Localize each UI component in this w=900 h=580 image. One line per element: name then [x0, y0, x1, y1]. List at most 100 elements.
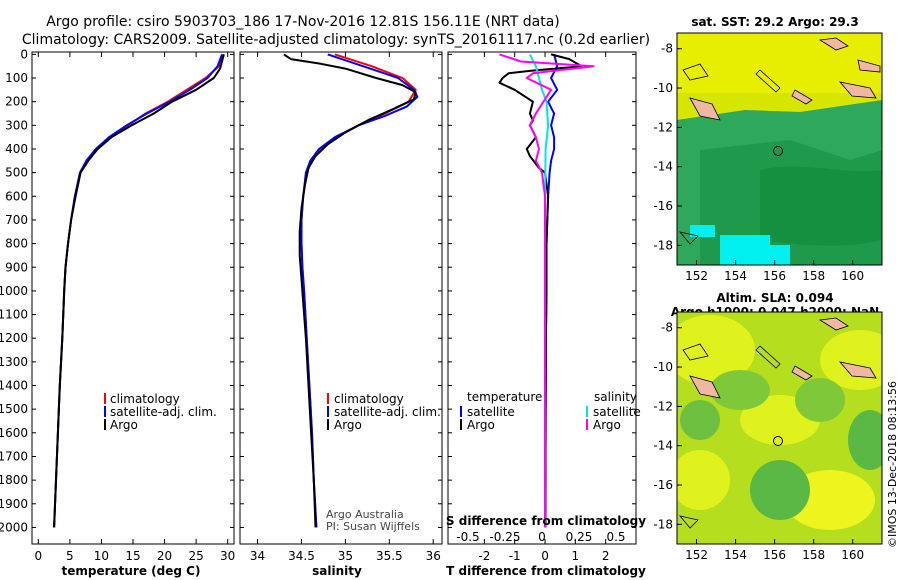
map-lat-label: -8	[661, 42, 673, 56]
sla-map	[677, 312, 882, 544]
depth-tick-label: 1100	[0, 308, 28, 322]
salinity-axis: 34 34.5 35 35.5 36	[240, 52, 442, 563]
salinity-series	[283, 53, 419, 528]
sst-map-argo-marker	[773, 146, 783, 156]
depth-tick-label: 100	[5, 71, 28, 85]
sla-map-argo-marker	[773, 436, 783, 446]
depth-axis: 0 100 200 300 400 500 600 700 800 900 1000 1100 1200…	[0, 47, 28, 534]
depth-tick-label: 1500	[0, 402, 28, 416]
legend-swatch-satellite	[104, 406, 106, 417]
map-lon-label: 156	[763, 269, 786, 283]
x-tick-label: 0	[541, 549, 549, 563]
x-tick-label: 36	[426, 549, 441, 563]
series-line-temperature-argo	[498, 53, 583, 528]
x-tick-label: 0	[34, 549, 42, 563]
x-tick-label: 25	[188, 549, 203, 563]
legend-swatch-argo	[327, 419, 329, 430]
depth-tick-label: 1900	[0, 497, 28, 511]
map-lat-label: -10	[653, 360, 673, 374]
depth-tick-label: 1300	[0, 355, 28, 369]
depth-tick-label: 1400	[0, 379, 28, 393]
depth-tick-label: 1700	[0, 449, 28, 463]
legend-swatch-sal-satellite	[586, 406, 588, 417]
difference-panel-frame	[447, 51, 637, 545]
map-lon-label: 158	[802, 269, 825, 283]
x-tick-label: 30	[220, 549, 235, 563]
s-difference-tick-labels: -0.5 -0.25 0 0.25 0.5	[456, 530, 625, 544]
legend-head-salinity: salinity	[594, 390, 637, 404]
series-line-salinity-argo	[499, 53, 595, 528]
map-lat-label: -12	[653, 120, 673, 134]
depth-tick-label: 400	[5, 142, 28, 156]
depth-tick-label: 1800	[0, 473, 28, 487]
series-line-argo	[283, 53, 417, 528]
x-tick-label: 34.5	[288, 549, 315, 563]
annotation-pi: PI: Susan Wijffels	[326, 520, 420, 533]
imos-credit: ©IMOS 13-Dec-2018 08:13:56	[886, 381, 899, 548]
difference-series	[498, 53, 595, 528]
x-tick-label: 5	[66, 549, 74, 563]
map-lon-label: 160	[841, 548, 864, 562]
x-tick-label: 10	[94, 549, 109, 563]
map-lat-label: -16	[653, 478, 673, 492]
sst-map	[677, 33, 882, 265]
depth-tick-label: 700	[5, 213, 28, 227]
legend-swatch-argo	[104, 419, 106, 430]
x-tick-label: 1	[572, 549, 580, 563]
legend-swatch-climatology	[104, 393, 106, 404]
sla-map-title: Altim. SLA: 0.094	[716, 291, 833, 305]
title-line-2: Climatology: CARS2009. Satellite-adjuste…	[22, 32, 650, 48]
legend-label-satellite: satellite-adj. clim.	[334, 405, 441, 419]
top-tick-label: -0.25	[489, 530, 520, 544]
legend-label-temp-argo: Argo	[467, 418, 495, 432]
legend-label-argo: Argo	[334, 418, 362, 432]
map-lat-label: -8	[661, 321, 673, 335]
depth-tick-label: 1600	[0, 426, 28, 440]
legend-label-sal-satellite: satellite	[593, 405, 641, 419]
difference-legend: temperature satellite Argo salinity sate…	[460, 390, 641, 432]
legend-swatch-sal-argo	[586, 419, 588, 430]
series-line-climatology	[53, 54, 225, 528]
map-lat-label: -12	[653, 399, 673, 413]
top-tick-label: 0.25	[566, 530, 593, 544]
x-tick-label: 15	[125, 549, 140, 563]
x-tick-label: 2	[602, 549, 610, 563]
t-difference-axis-label: T difference from climatology	[446, 564, 646, 578]
map-lat-label: -10	[653, 81, 673, 95]
depth-tick-label: 1000	[0, 284, 28, 298]
temperature-panel-frame	[31, 51, 235, 545]
map-lon-label: 152	[685, 269, 708, 283]
legend-swatch-satellite	[327, 406, 329, 417]
map-lon-label: 154	[724, 548, 747, 562]
series-line-argo	[53, 54, 225, 528]
annotation-argo-australia: Argo Australia	[326, 508, 404, 521]
sla-map-axes: 152 154 156 158 160 -8 -10 -12 -14 -16 -18	[653, 321, 864, 562]
x-tick-label: 35.5	[376, 549, 403, 563]
top-tick-label: 0	[538, 530, 546, 544]
sst-map-title: sat. SST: 29.2 Argo: 29.3	[691, 15, 858, 29]
salinity-panel-frame	[239, 51, 443, 545]
difference-axis: -2 -1 0 1 2	[448, 52, 636, 563]
depth-tick-label: 300	[5, 118, 28, 132]
temperature-axis-label: temperature (deg C)	[62, 564, 201, 578]
x-tick-label: 35	[338, 549, 353, 563]
series-line-satellite-adj-clim-	[53, 54, 223, 528]
x-tick-label: 34	[250, 549, 265, 563]
map-lat-label: -14	[653, 439, 673, 453]
top-tick-label: -0.5	[456, 530, 479, 544]
title-line-1: Argo profile: csiro 5903703_186 17-Nov-2…	[46, 14, 560, 30]
map-lat-label: -18	[653, 517, 673, 531]
depth-tick-label: 500	[5, 166, 28, 180]
depth-tick-label: 0	[20, 47, 28, 61]
legend-label-argo: Argo	[110, 418, 138, 432]
depth-tick-label: 900	[5, 260, 28, 274]
temperature-legend: climatology satellite-adj. clim. Argo	[104, 392, 217, 432]
legend-label-temp-satellite: satellite	[467, 405, 515, 419]
salinity-axis-label: salinity	[312, 564, 362, 578]
x-tick-label: 20	[157, 549, 172, 563]
legend-label-climatology: climatology	[110, 392, 180, 406]
map-lon-label: 154	[724, 269, 747, 283]
legend-swatch-temp-argo	[460, 419, 462, 430]
map-lon-label: 160	[841, 269, 864, 283]
